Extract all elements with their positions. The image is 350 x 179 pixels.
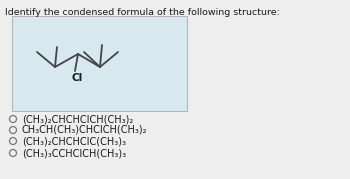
Text: (CH₃)₂CHCHCICH(CH₃)₂: (CH₃)₂CHCHCICH(CH₃)₂ [22, 114, 133, 124]
Text: Identify the condensed formula of the following structure:: Identify the condensed formula of the fo… [5, 8, 280, 17]
FancyBboxPatch shape [12, 16, 187, 111]
Text: (CH₃)₃CCHCICH(CH₃)₃: (CH₃)₃CCHCICH(CH₃)₃ [22, 148, 126, 158]
Text: (CH₃)₂CHCHCIC(CH₃)₃: (CH₃)₂CHCHCIC(CH₃)₃ [22, 136, 126, 146]
Text: CH₃CH(CH₃)CHCICH(CH₃)₂: CH₃CH(CH₃)CHCICH(CH₃)₂ [22, 125, 147, 135]
Text: Cl: Cl [71, 73, 82, 83]
